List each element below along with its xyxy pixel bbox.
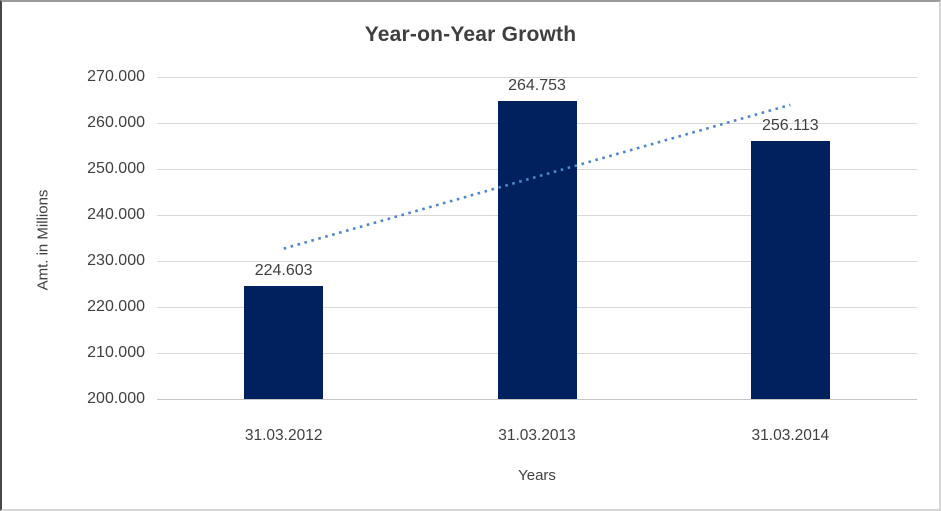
y-axis-title: Amt. in Millions — [34, 189, 52, 291]
y-tick-label: 220.000 — [87, 298, 145, 315]
x-axis-title: Years — [518, 467, 556, 484]
bar — [497, 101, 577, 399]
x-tick-label: 31.03.2012 — [244, 427, 323, 444]
chart-title: Year-on-Year Growth — [364, 23, 577, 46]
x-tick-label: 31.03.2014 — [751, 427, 830, 444]
y-tick-label: 210.000 — [87, 344, 145, 361]
x-axis-line — [157, 399, 917, 400]
y-tick-label: 250.000 — [87, 160, 145, 177]
bar-value-label: 256.113 — [762, 116, 819, 134]
bar — [750, 140, 830, 399]
x-tick-label: 31.03.2013 — [498, 427, 576, 444]
bar — [244, 285, 324, 399]
y-tick-label: 230.000 — [87, 252, 145, 269]
bar-value-label: 264.753 — [508, 77, 566, 95]
bar-value-label: 224.603 — [254, 261, 313, 279]
y-tick-label: 240.000 — [87, 206, 145, 223]
gridline — [157, 77, 917, 78]
y-tick-label: 260.000 — [87, 114, 145, 131]
y-tick-label: 270.000 — [87, 68, 145, 85]
y-tick-label: 200.000 — [87, 390, 145, 407]
